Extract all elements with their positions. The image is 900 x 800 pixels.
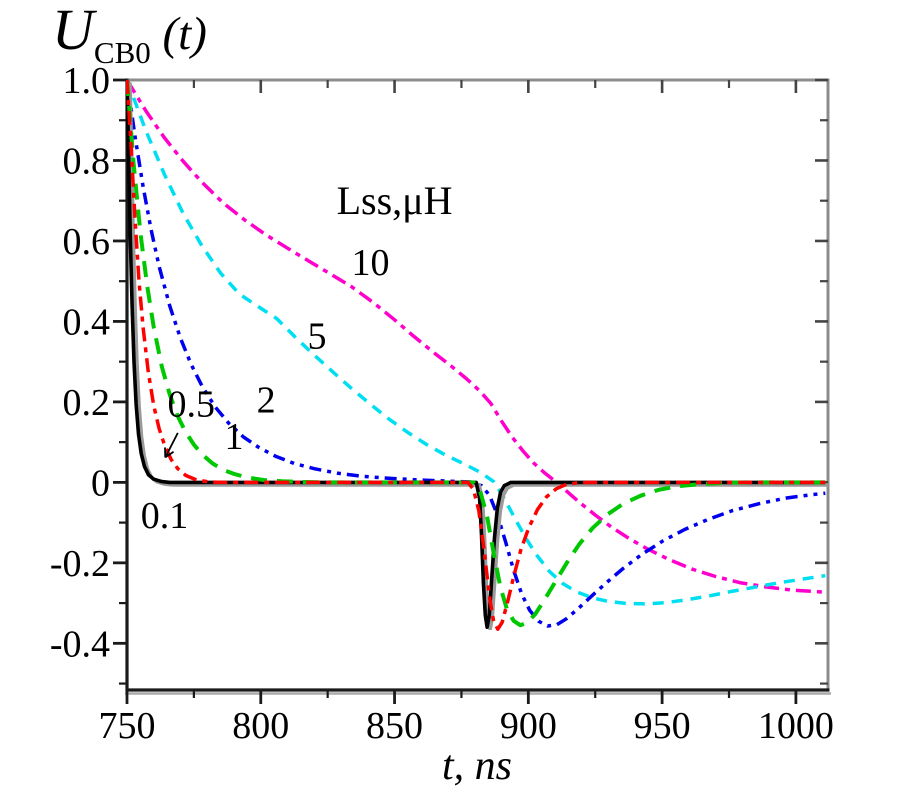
curve-lss-0.1 — [126, 79, 826, 630]
annotation-arrow-shaft — [164, 432, 179, 458]
x-tick-label: 1000 — [758, 705, 834, 747]
label-lss-5: 5 — [307, 316, 326, 358]
x-tick-label: 950 — [634, 705, 691, 747]
label-lss-2: 2 — [257, 380, 276, 422]
y-tick-label: 1.0 — [63, 60, 111, 102]
chart-title-subscript: CB0 — [93, 35, 151, 70]
x-tick-label: 900 — [500, 705, 557, 747]
label-lss-1: 1 — [225, 416, 244, 458]
legend-text: Lss,μH — [337, 178, 453, 223]
y-tick-label: 0.6 — [63, 221, 111, 263]
x-tick-label: 800 — [232, 705, 289, 747]
label-lss-0.1: 0.1 — [141, 495, 189, 537]
curve-lss-0.5 — [126, 79, 826, 631]
y-tick-label: 0.8 — [63, 140, 111, 182]
curve-lss-2 — [126, 79, 826, 628]
y-tick-label: 0.4 — [63, 301, 111, 343]
curves-group — [126, 79, 829, 631]
curve-shadow-lss-0.1 — [128, 82, 829, 631]
annotation-arrow — [164, 432, 179, 459]
label-lss-10: 10 — [351, 242, 389, 284]
y-tick-label: -0.4 — [50, 623, 110, 665]
y-tick-label: 0.2 — [63, 382, 111, 424]
curve-lss-5 — [126, 79, 826, 606]
annotation-arrow-head — [164, 451, 175, 459]
y-tick-label: -0.2 — [50, 543, 110, 585]
chart-title-variable: U — [52, 0, 94, 62]
curve-lss-10 — [126, 79, 826, 594]
x-tick-label: 750 — [99, 705, 156, 747]
label-lss-0.5: 0.5 — [167, 384, 215, 426]
curve-lss-1 — [126, 79, 826, 628]
x-tick-label: 850 — [366, 705, 423, 747]
chart-title-function: (t) — [150, 8, 207, 60]
chart-title: UCB0 (t) — [52, 0, 207, 71]
y-tick-label: 0 — [91, 462, 110, 504]
x-axis-label: t, ns — [441, 743, 512, 789]
